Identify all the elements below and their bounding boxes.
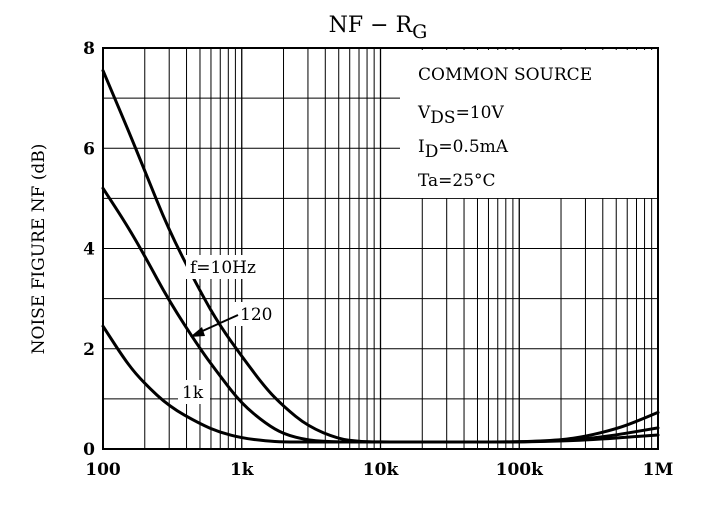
y-tick-label: 2 — [83, 340, 95, 360]
condition-value: =0.5mA — [438, 137, 508, 157]
y-tick-label: 8 — [83, 39, 95, 59]
chart-title-main: NF − R — [329, 13, 414, 38]
condition-line: ID=0.5mA — [418, 137, 509, 162]
x-tick-label: 1M — [643, 460, 674, 480]
y-axis-title: NOISE FIGURE NF (dB) — [29, 144, 49, 355]
condition-main: I — [418, 137, 425, 157]
condition-line: Ta=25°C — [418, 171, 496, 191]
condition-sub: D — [425, 142, 439, 162]
curves — [101, 69, 660, 444]
x-tick-label: 100 — [85, 460, 121, 480]
series-line-3 — [101, 324, 660, 444]
condition-value: =10V — [456, 103, 505, 123]
condition-sub: DS — [430, 108, 455, 128]
condition-line: VDS=10V — [417, 103, 504, 128]
condition-main: V — [417, 103, 431, 123]
chart-title: NF − RG — [329, 13, 428, 43]
annotation-arrow-line — [197, 314, 239, 334]
chart-title-sub: G — [412, 21, 427, 43]
annotation-label: 120 — [240, 305, 272, 325]
plot-frame — [102, 47, 659, 450]
conditions-box-bg — [400, 50, 657, 198]
conditions-box: COMMON SOURCE VDS=10V ID=0.5mA Ta=25°C — [400, 50, 657, 198]
y-tick-label: 0 — [83, 440, 95, 460]
annotation-bg — [178, 380, 210, 404]
condition-line: COMMON SOURCE — [418, 65, 592, 85]
annotation-label: f=10Hz — [190, 258, 256, 278]
x-tick-label: 100k — [496, 460, 544, 480]
y-tick-label: 4 — [83, 240, 95, 260]
y-tick-label: 6 — [83, 139, 95, 159]
annotation-label: 1k — [182, 383, 204, 403]
x-tick-label: 10k — [363, 460, 400, 480]
annotation-bg — [234, 302, 276, 326]
tick-labels: 100 1k 10k 100k 1M 0 2 4 6 8 — [83, 39, 673, 480]
annotation-arrowhead — [190, 327, 205, 337]
annotation-bg — [186, 255, 278, 279]
x-tick-label: 1k — [230, 460, 255, 480]
annotations: f=10Hz 120 1k — [178, 255, 278, 404]
